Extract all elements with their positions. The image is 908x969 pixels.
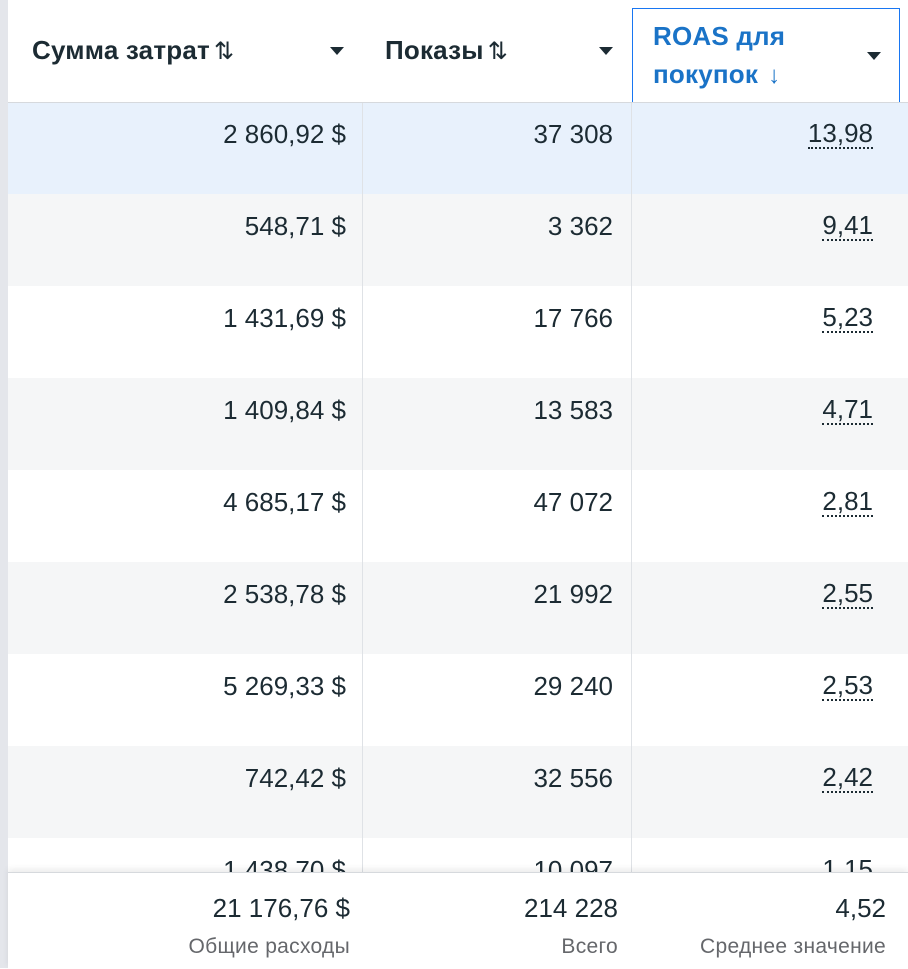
column-header-label: Сумма затрат — [32, 35, 210, 65]
column-header-spend[interactable]: Сумма затрат ⇅ — [8, 0, 362, 102]
impressions-cell: 32 556 — [533, 762, 613, 793]
footer-spend: 21 176,76 $ Общие расходы — [8, 873, 350, 969]
spend-cell: 2 538,78 $ — [223, 578, 346, 609]
total-spend-label: Общие расходы — [188, 935, 350, 958]
column-divider — [631, 0, 632, 968]
column-header-impressions[interactable]: Показы ⇅ — [363, 0, 631, 102]
impressions-cell: 21 992 — [533, 578, 613, 609]
footer-impressions: 214 228 Всего — [362, 873, 618, 969]
spend-cell: 1 409,84 $ — [223, 394, 346, 425]
table-row[interactable]: 2 860,92 $ 37 308 13,98 — [8, 102, 908, 194]
sort-icon: ⇅ — [213, 38, 235, 65]
column-header-roas[interactable]: ROAS для покупок ↓ — [632, 8, 900, 102]
table-row[interactable]: 1 409,84 $ 13 583 4,71 — [8, 378, 908, 470]
impressions-cell: 47 072 — [533, 486, 613, 517]
roas-cell[interactable]: 2,81 — [822, 486, 873, 517]
roas-cell[interactable]: 9,41 — [822, 210, 873, 241]
impressions-cell: 3 362 — [547, 210, 613, 241]
table-row[interactable]: 742,42 $ 32 556 2,42 — [8, 746, 908, 838]
total-impressions-value: 214 228 — [524, 893, 618, 923]
column-divider — [362, 0, 363, 968]
dropdown-caret-icon[interactable] — [599, 47, 613, 55]
roas-cell[interactable]: 5,23 — [822, 302, 873, 333]
spend-cell: 548,71 $ — [244, 210, 346, 241]
table-row[interactable]: 548,71 $ 3 362 9,41 — [8, 194, 908, 286]
average-roas-label: Среднее значение — [700, 935, 886, 958]
footer-roas: 4,52 Среднее значение — [632, 873, 886, 969]
table-row[interactable]: 1 431,69 $ 17 766 5,23 — [8, 286, 908, 378]
table-header: Сумма затрат ⇅ Показы ⇅ ROAS для покупок ↓ — [8, 0, 908, 103]
spend-cell: 5 269,33 $ — [223, 670, 346, 701]
roas-cell[interactable]: 4,71 — [822, 394, 873, 425]
impressions-cell: 17 766 — [533, 302, 613, 333]
column-header-label: Показы — [385, 35, 484, 65]
average-roas-value: 4,52 — [835, 893, 886, 923]
sort-descending-icon: ↓ — [768, 61, 781, 89]
dropdown-caret-icon[interactable] — [330, 47, 344, 55]
spend-cell: 1 431,69 $ — [223, 302, 346, 333]
table-row[interactable]: 5 269,33 $ 29 240 2,53 — [8, 654, 908, 746]
spend-cell: 2 860,92 $ — [223, 118, 346, 149]
spend-cell: 4 685,17 $ — [223, 486, 346, 517]
roas-cell[interactable]: 2,53 — [822, 670, 873, 701]
impressions-cell: 37 308 — [533, 118, 613, 149]
table-left-edge — [0, 0, 8, 968]
dropdown-caret-icon[interactable] — [867, 51, 881, 60]
roas-cell[interactable]: 13,98 — [807, 118, 873, 149]
column-header-label-line1: ROAS для — [653, 20, 786, 51]
total-impressions-label: Всего — [561, 935, 618, 958]
sort-icon: ⇅ — [487, 38, 508, 65]
table-footer-totals: 21 176,76 $ Общие расходы 214 228 Всего … — [8, 872, 908, 969]
table-row[interactable]: 4 685,17 $ 47 072 2,81 — [8, 470, 908, 562]
roas-cell[interactable]: 2,42 — [822, 762, 873, 793]
table-row[interactable]: 2 538,78 $ 21 992 2,55 — [8, 562, 908, 654]
spend-cell: 742,42 $ — [244, 762, 346, 793]
column-header-label-line2: покупок — [653, 58, 759, 89]
impressions-cell: 13 583 — [533, 394, 613, 425]
impressions-cell: 29 240 — [533, 670, 613, 701]
total-spend-value: 21 176,76 $ — [212, 893, 350, 923]
roas-cell[interactable]: 2,55 — [822, 578, 873, 609]
